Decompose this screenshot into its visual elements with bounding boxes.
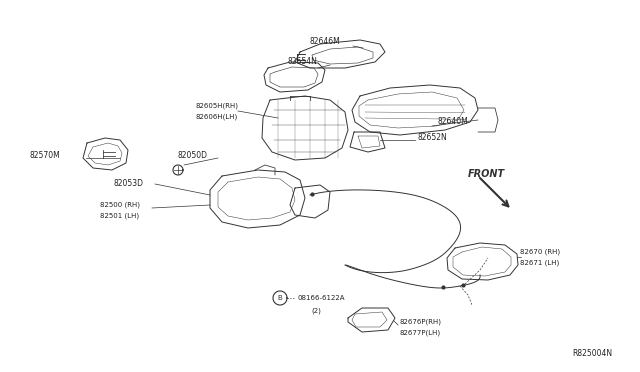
Text: 82605H(RH): 82605H(RH) <box>196 103 239 109</box>
Text: 08166-6122A: 08166-6122A <box>298 295 346 301</box>
Text: 82652N: 82652N <box>417 132 447 141</box>
Text: (2): (2) <box>311 308 321 314</box>
Text: 82646M: 82646M <box>310 38 340 46</box>
Text: 82606H(LH): 82606H(LH) <box>196 114 238 120</box>
Text: B: B <box>278 295 282 301</box>
Text: FRONT: FRONT <box>468 169 505 179</box>
Text: 82053D: 82053D <box>113 179 143 187</box>
Text: 82500 (RH): 82500 (RH) <box>100 202 140 208</box>
Text: R825004N: R825004N <box>572 350 612 359</box>
Text: 82677P(LH): 82677P(LH) <box>400 330 441 336</box>
Text: 82570M: 82570M <box>30 151 61 160</box>
Text: 82654N: 82654N <box>288 58 318 67</box>
Text: 82640M: 82640M <box>438 118 468 126</box>
Text: 82670 (RH): 82670 (RH) <box>520 249 560 255</box>
Text: 82050D: 82050D <box>178 151 208 160</box>
Text: 82671 (LH): 82671 (LH) <box>520 260 559 266</box>
Text: 82501 (LH): 82501 (LH) <box>100 213 139 219</box>
Text: 82676P(RH): 82676P(RH) <box>400 319 442 325</box>
